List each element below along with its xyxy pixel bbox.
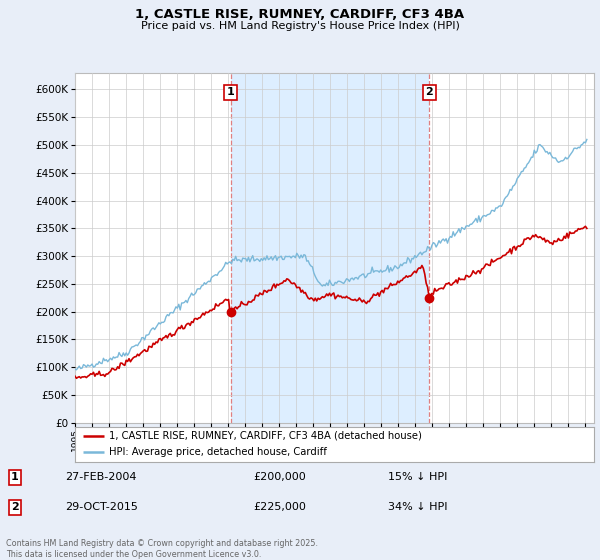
Text: Price paid vs. HM Land Registry's House Price Index (HPI): Price paid vs. HM Land Registry's House … [140, 21, 460, 31]
Text: Contains HM Land Registry data © Crown copyright and database right 2025.
This d: Contains HM Land Registry data © Crown c… [6, 539, 318, 559]
Text: £200,000: £200,000 [253, 472, 306, 482]
Text: £225,000: £225,000 [253, 502, 306, 512]
Text: 1, CASTLE RISE, RUMNEY, CARDIFF, CF3 4BA: 1, CASTLE RISE, RUMNEY, CARDIFF, CF3 4BA [136, 8, 464, 21]
Text: 15% ↓ HPI: 15% ↓ HPI [388, 472, 448, 482]
Text: 27-FEB-2004: 27-FEB-2004 [65, 472, 136, 482]
Text: 2: 2 [11, 502, 19, 512]
Text: 1, CASTLE RISE, RUMNEY, CARDIFF, CF3 4BA (detached house): 1, CASTLE RISE, RUMNEY, CARDIFF, CF3 4BA… [109, 431, 422, 441]
Text: 29-OCT-2015: 29-OCT-2015 [65, 502, 137, 512]
Text: 2: 2 [425, 87, 433, 97]
Text: HPI: Average price, detached house, Cardiff: HPI: Average price, detached house, Card… [109, 447, 326, 458]
Text: 34% ↓ HPI: 34% ↓ HPI [388, 502, 448, 512]
Bar [231, 73, 430, 423]
Text: 1: 1 [227, 87, 235, 97]
Text: 1: 1 [11, 472, 19, 482]
